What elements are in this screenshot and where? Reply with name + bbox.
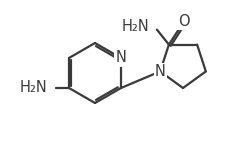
Text: N: N [116,51,126,66]
Text: N: N [155,64,165,79]
Text: H₂N: H₂N [121,19,149,34]
Text: O: O [178,14,190,29]
Text: H₂N: H₂N [19,80,47,95]
